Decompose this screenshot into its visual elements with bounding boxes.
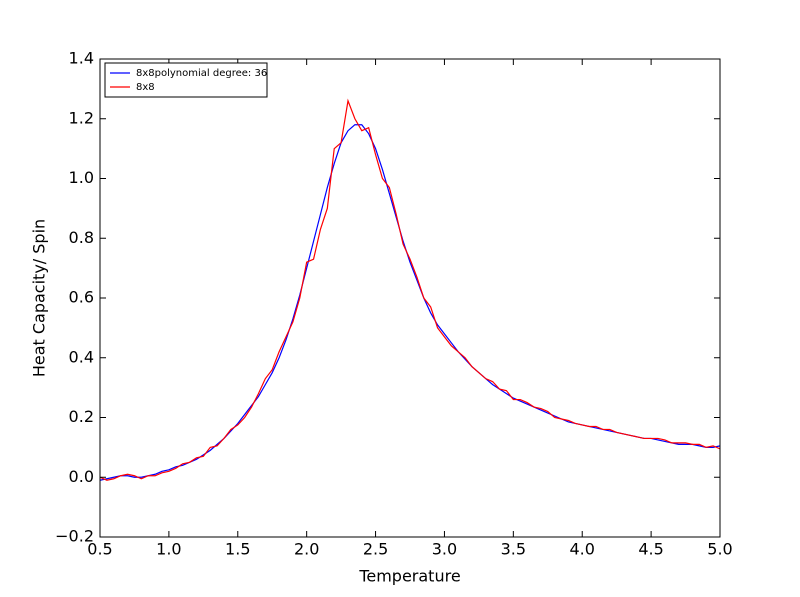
x-tick-label: 3.0 [432,540,457,559]
y-axis-label: Heat Capacity/ Spin [30,219,49,377]
y-tick-label: 0.8 [69,228,94,247]
y-tick-label: 0.6 [69,288,94,307]
legend-label: 8x8polynomial degree: 36 [136,68,267,79]
x-axis-label: Temperature [358,567,460,586]
x-tick-label: 2.0 [294,540,319,559]
x-tick-label: 1.0 [156,540,181,559]
y-tick-label: 1.2 [69,108,94,127]
y-tick-label: 1.0 [69,168,94,187]
x-tick-label: 3.5 [501,540,526,559]
x-tick-label: 4.5 [638,540,663,559]
x-tick-label: 5.0 [707,540,732,559]
y-tick-label: 1.4 [69,49,94,68]
x-tick-label: 1.5 [225,540,250,559]
y-tick-label: 0.0 [69,467,94,486]
y-tick-label: 0.2 [69,407,94,426]
y-tick-label: −0.2 [55,527,94,546]
y-tick-label: 0.4 [69,347,94,366]
x-tick-label: 2.5 [363,540,388,559]
legend-label: 8x8 [136,82,155,93]
legend-box [104,62,268,98]
x-tick-label: 4.0 [569,540,594,559]
series-line [99,98,721,481]
x-tick-label: 0.5 [87,540,112,559]
